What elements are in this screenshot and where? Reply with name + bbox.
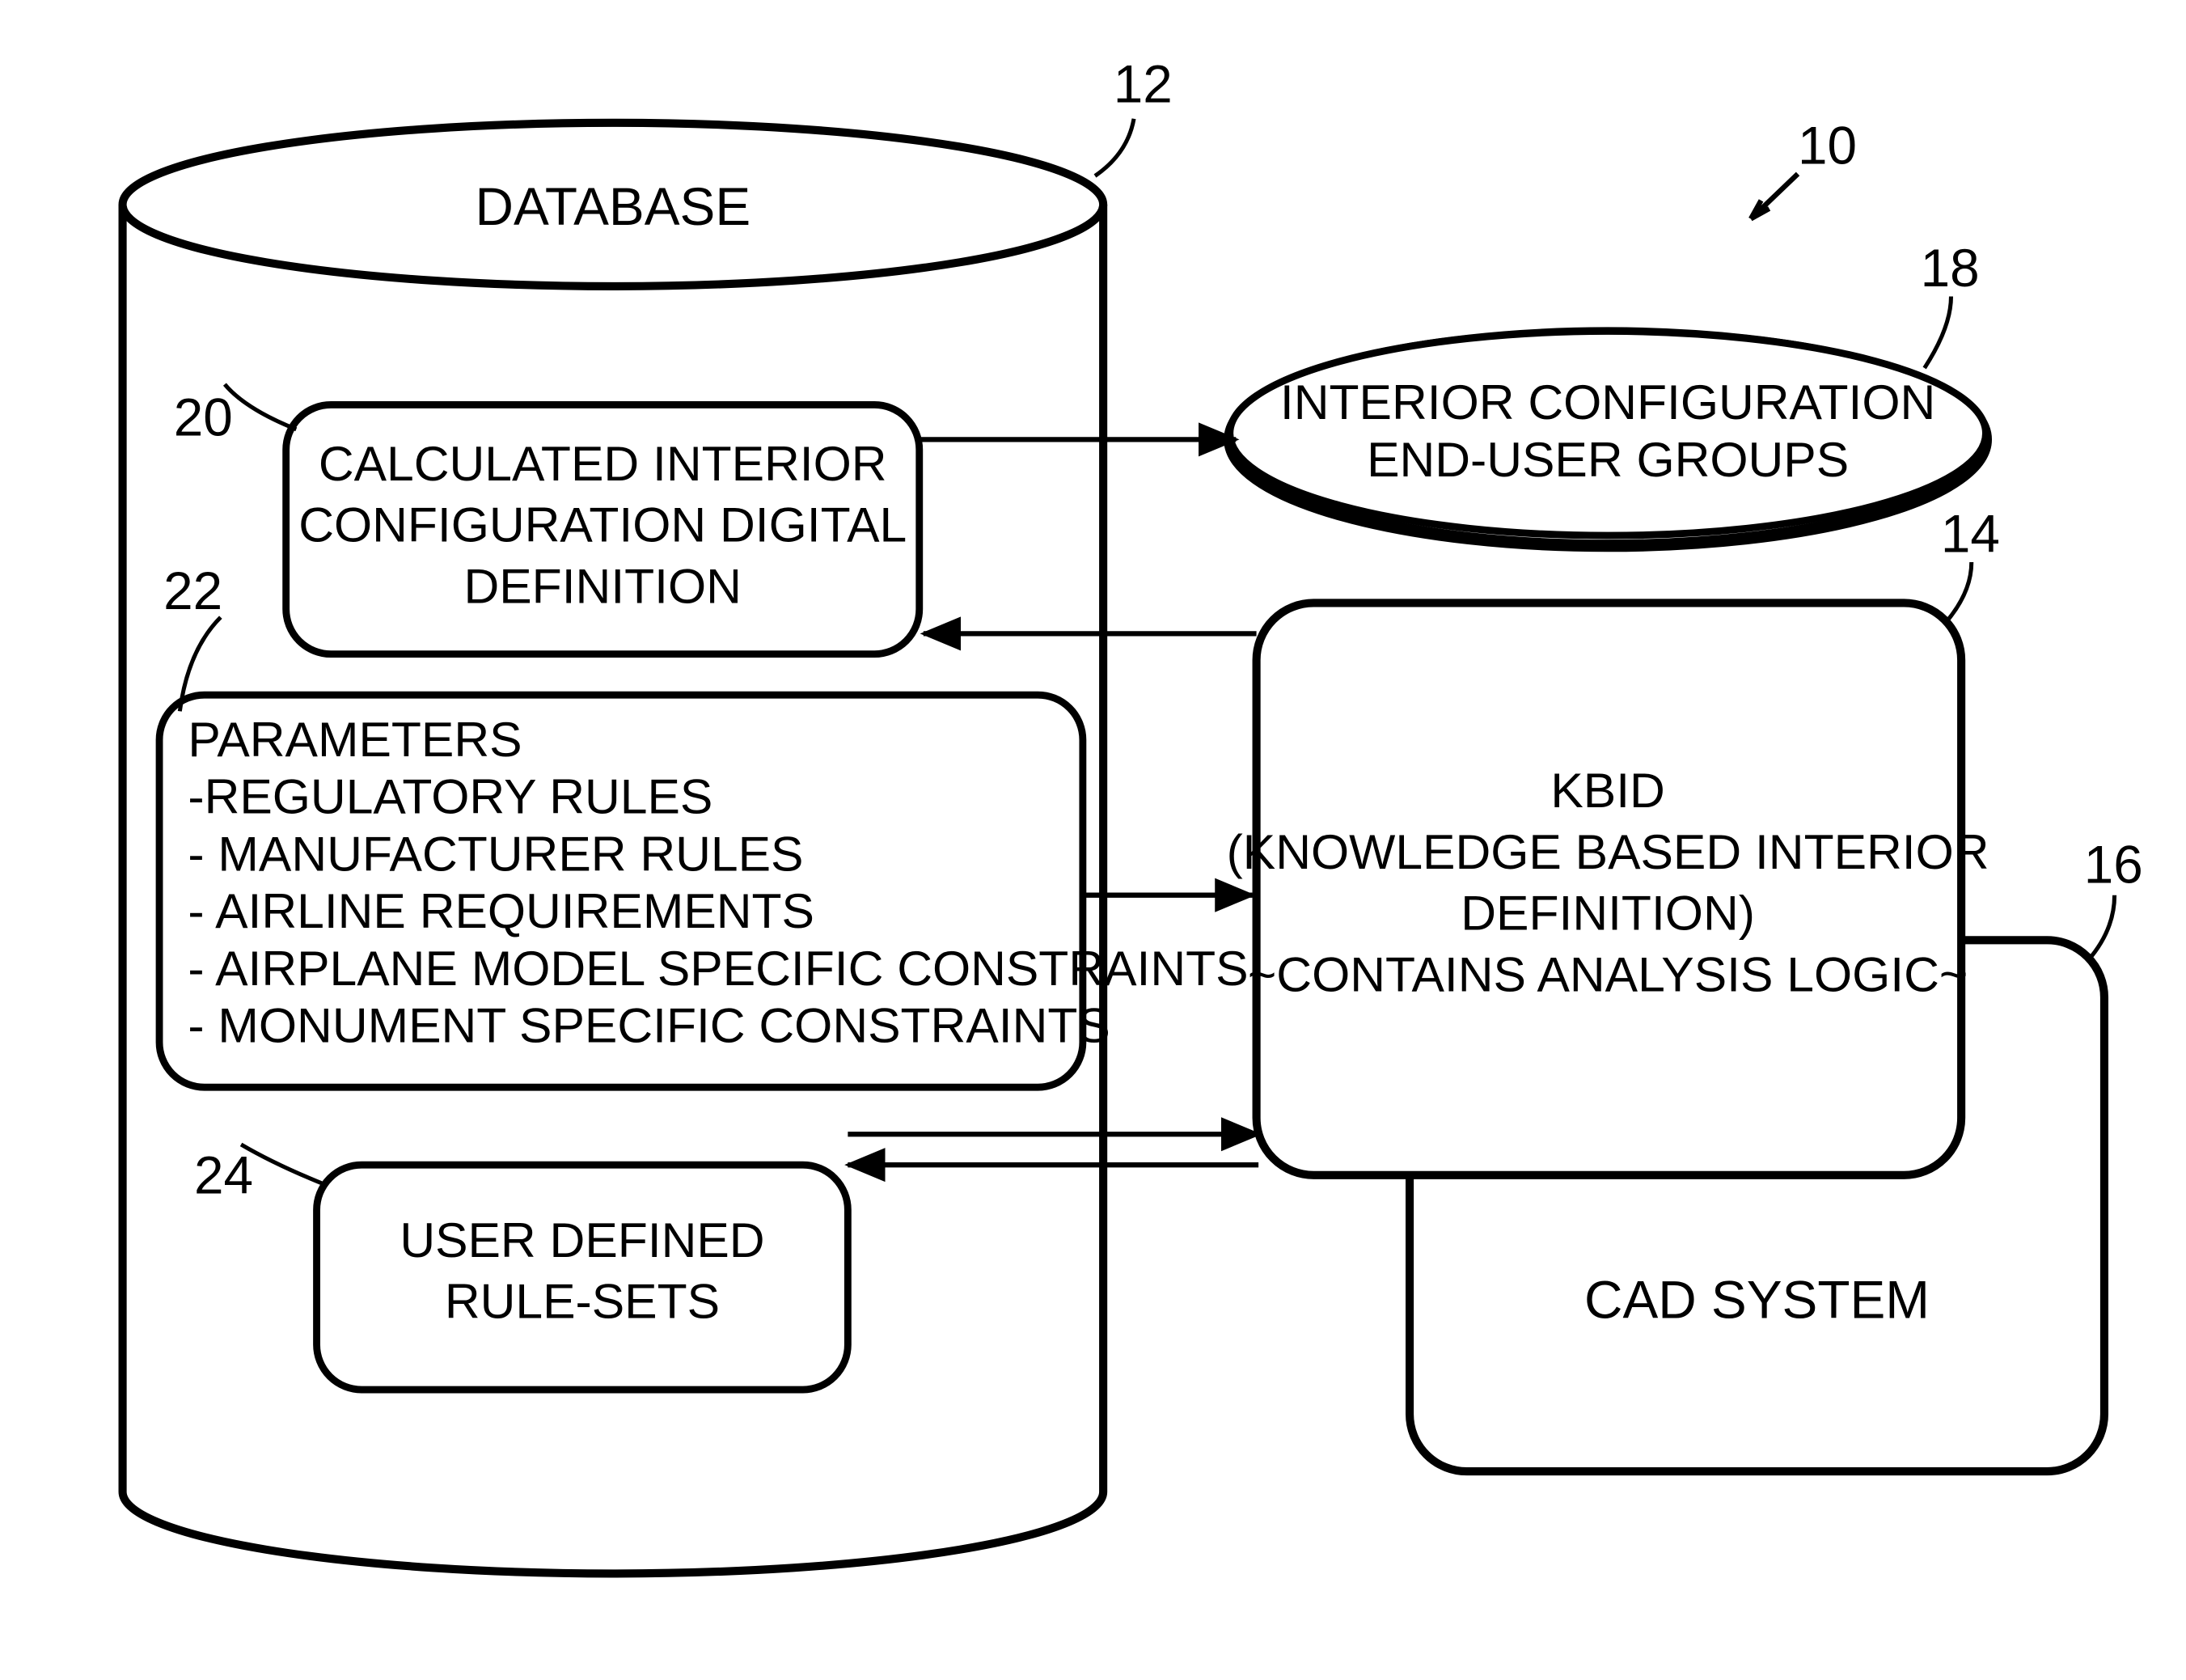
ref-16: 16 [2084, 836, 2143, 961]
svg-text:~CONTAINS ANALYSIS LOGIC~: ~CONTAINS ANALYSIS LOGIC~ [1248, 946, 1968, 1001]
svg-text:24: 24 [194, 1146, 253, 1205]
svg-text:INTERIOR CONFIGURATION: INTERIOR CONFIGURATION [1280, 375, 1935, 430]
svg-text:(KNOWLEDGE BASED INTERIOR: (KNOWLEDGE BASED INTERIOR [1227, 824, 1989, 879]
ref-22: 22 [163, 561, 222, 711]
kbid-system-diagram: DATABASE 12 CALCULATED INTERIOR CONFIGUR… [0, 0, 2186, 1680]
svg-text:- AIRPLANE MODEL SPECIFIC CONS: - AIRPLANE MODEL SPECIFIC CONSTRAINTS [188, 941, 1248, 996]
svg-text:10: 10 [1798, 116, 1857, 175]
database-title: DATABASE [476, 177, 751, 236]
svg-text:18: 18 [1921, 239, 1980, 298]
box-parameters: PARAMETERS -REGULATORY RULES - MANUFACTU… [159, 695, 1249, 1087]
ref-12: 12 [1095, 55, 1173, 176]
svg-text:- MANUFACTURER RULES: - MANUFACTURER RULES [188, 826, 803, 881]
svg-text:RULE-SETS: RULE-SETS [445, 1274, 720, 1329]
svg-text:12: 12 [1114, 55, 1173, 114]
svg-text:- AIRLINE REQUIREMENTS: - AIRLINE REQUIREMENTS [188, 883, 814, 938]
svg-text:PARAMETERS: PARAMETERS [188, 712, 522, 767]
ref-18: 18 [1921, 239, 1980, 368]
svg-text:END-USER GROUPS: END-USER GROUPS [1367, 432, 1849, 487]
svg-text:CALCULATED INTERIOR: CALCULATED INTERIOR [319, 436, 887, 491]
box-user-defined-rulesets: USER DEFINED RULE-SETS [317, 1165, 848, 1390]
svg-text:DEFINITION): DEFINITION) [1461, 886, 1755, 941]
svg-text:14: 14 [1941, 504, 2000, 563]
ref-24: 24 [194, 1145, 327, 1205]
svg-text:KBID: KBID [1550, 763, 1664, 818]
svg-text:-REGULATORY RULES: -REGULATORY RULES [188, 769, 712, 824]
svg-text:- MONUMENT SPECIFIC CONSTRAINT: - MONUMENT SPECIFIC CONSTRAINTS [188, 998, 1110, 1053]
box-calculated-interior: CALCULATED INTERIOR CONFIGURATION DIGITA… [286, 404, 920, 654]
svg-text:20: 20 [174, 387, 233, 446]
svg-text:DEFINITION: DEFINITION [463, 558, 741, 613]
ellipse-end-user-groups: INTERIOR CONFIGURATION END-USER GROUPS [1230, 331, 1986, 545]
svg-text:22: 22 [163, 561, 222, 620]
ref-14: 14 [1941, 504, 2000, 623]
ref-20: 20 [174, 384, 297, 446]
svg-text:CAD SYSTEM: CAD SYSTEM [1584, 1271, 1930, 1330]
svg-text:CONFIGURATION DIGITAL: CONFIGURATION DIGITAL [298, 497, 907, 552]
svg-text:16: 16 [2084, 836, 2143, 895]
svg-text:USER DEFINED: USER DEFINED [400, 1212, 764, 1267]
box-kbid: KBID (KNOWLEDGE BASED INTERIOR DEFINITIO… [1227, 603, 1989, 1174]
ref-10: 10 [1751, 116, 1857, 218]
